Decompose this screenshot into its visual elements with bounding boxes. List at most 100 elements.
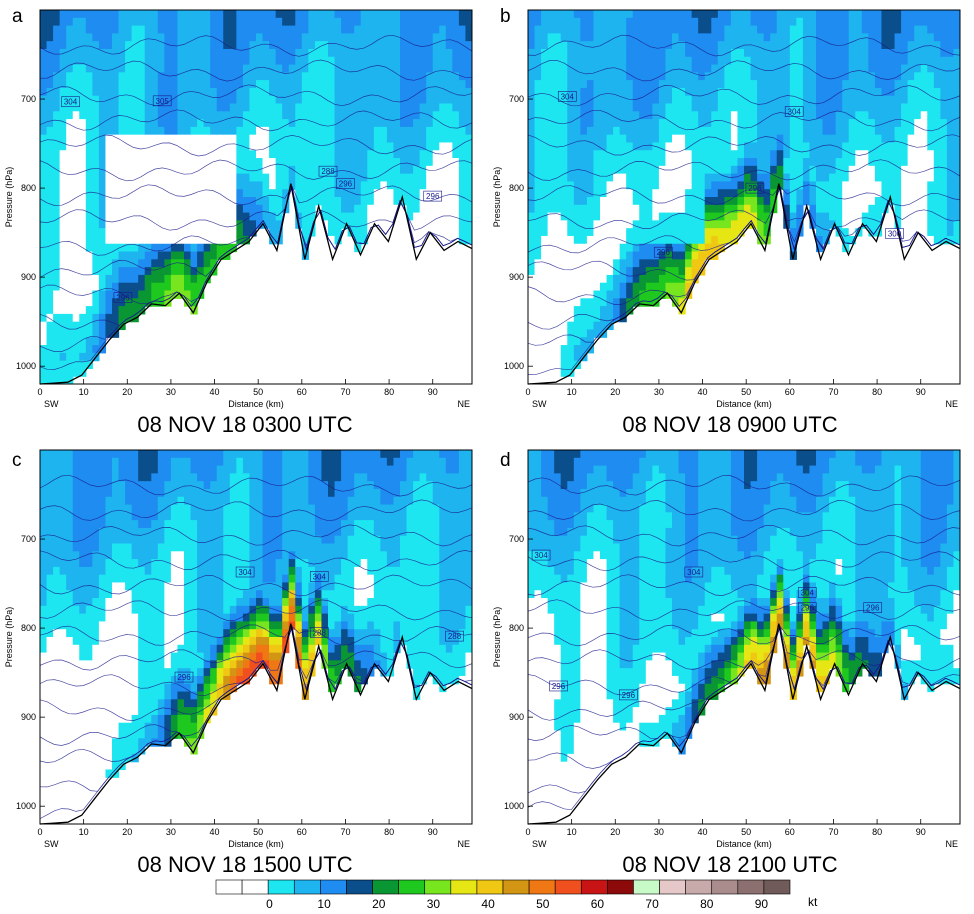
wind-speed-cell	[933, 173, 941, 183]
wind-speed-cell	[118, 189, 126, 198]
wind-speed-cell	[802, 165, 811, 175]
wind-speed-cell	[295, 87, 303, 97]
wind-speed-cell	[177, 267, 185, 276]
wind-speed-cell	[763, 150, 771, 159]
wind-speed-cell	[229, 10, 237, 19]
wind-speed-cell	[888, 80, 896, 89]
wind-speed-cell	[308, 173, 316, 183]
wind-speed-cell	[567, 360, 575, 370]
wind-speed-cell	[645, 95, 653, 105]
wind-speed-cell	[406, 72, 414, 81]
wind-speed-cell	[40, 566, 48, 576]
wind-speed-cell	[940, 87, 948, 97]
wind-speed-cell	[547, 321, 555, 331]
wind-speed-cell	[698, 103, 706, 112]
wind-speed-cell	[406, 197, 414, 206]
wind-speed-cell	[138, 80, 146, 89]
wind-speed-cell	[763, 134, 771, 144]
wind-speed-cell	[855, 189, 863, 198]
wind-speed-cell	[419, 80, 427, 89]
wind-speed-cell	[386, 103, 395, 112]
wind-speed-cell	[138, 204, 146, 214]
isentrope-label: 304	[788, 108, 802, 117]
wind-speed-cell	[53, 527, 61, 537]
wind-speed-cell	[724, 150, 732, 159]
wind-speed-cell	[59, 119, 67, 128]
wind-speed-cell	[216, 220, 224, 229]
wind-speed-cell	[711, 41, 719, 50]
wind-speed-cell	[920, 48, 928, 58]
wind-speed-cell	[275, 119, 283, 128]
wind-speed-cell	[868, 41, 876, 50]
wind-speed-cell	[301, 158, 309, 167]
wind-speed-cell	[580, 103, 588, 112]
wind-speed-cell	[658, 274, 667, 284]
panel-b-label: b	[500, 6, 511, 27]
wind-speed-cell	[190, 56, 198, 66]
wind-speed-cell	[927, 158, 935, 167]
wind-speed-cell	[170, 150, 179, 159]
wind-speed-cell	[567, 368, 575, 377]
wind-speed-cell	[308, 189, 316, 198]
wind-speed-cell	[816, 87, 824, 97]
wind-speed-cell	[72, 87, 80, 97]
wind-speed-cell	[953, 95, 960, 105]
wind-speed-cell	[170, 173, 179, 183]
wind-speed-cell	[757, 197, 765, 206]
wind-speed-cell	[347, 56, 355, 66]
wind-speed-cell	[157, 17, 165, 27]
wind-speed-cell	[216, 72, 224, 81]
wind-speed-cell	[288, 181, 296, 190]
wind-speed-cell	[953, 56, 960, 66]
wind-speed-cell	[586, 220, 595, 229]
wind-speed-cell	[164, 220, 172, 229]
wind-speed-cell	[380, 134, 388, 144]
wind-speed-cell	[711, 228, 719, 237]
wind-speed-cell	[203, 72, 211, 81]
wind-speed-cell	[920, 197, 928, 206]
wind-speed-cell	[170, 189, 179, 198]
wind-speed-cell	[652, 165, 660, 175]
wind-speed-cell	[816, 111, 824, 120]
wind-speed-cell	[301, 111, 309, 120]
wind-speed-cell	[465, 33, 472, 42]
wind-speed-cell	[419, 165, 427, 175]
wind-speed-cell	[848, 235, 856, 245]
wind-speed-cell	[763, 158, 771, 167]
wind-speed-cell	[295, 142, 303, 151]
wind-speed-cell	[868, 87, 876, 97]
wind-speed-cell	[98, 251, 107, 260]
wind-speed-cell	[59, 25, 67, 34]
wind-speed-cell	[560, 220, 568, 229]
wind-speed-cell	[946, 25, 955, 34]
wind-speed-cell	[170, 220, 179, 229]
wind-speed-cell	[256, 173, 264, 183]
wind-speed-cell	[946, 197, 955, 206]
wind-speed-cell	[373, 103, 381, 112]
wind-speed-cell	[547, 313, 555, 323]
wind-speed-cell	[334, 33, 342, 42]
wind-speed-cell	[541, 282, 549, 292]
wind-speed-cell	[665, 134, 673, 144]
wind-speed-cell	[144, 290, 152, 299]
wind-speed-cell	[334, 181, 342, 190]
wind-speed-cell	[953, 204, 960, 214]
isentrope-label-box	[113, 292, 133, 303]
wind-speed-cell	[940, 181, 948, 190]
wind-speed-cell	[72, 520, 80, 529]
wind-speed-cell	[717, 87, 725, 97]
wind-speed-cell	[105, 259, 113, 268]
wind-speed-cell	[613, 220, 621, 229]
wind-speed-cell	[184, 48, 192, 58]
wind-speed-cell	[367, 41, 375, 50]
wind-speed-cell	[46, 450, 54, 459]
wind-speed-cell	[901, 25, 909, 34]
wind-speed-cell	[698, 10, 706, 19]
wind-speed-cell	[717, 103, 725, 112]
wind-speed-cell	[98, 274, 107, 284]
wind-speed-cell	[600, 189, 608, 198]
wind-speed-cell	[724, 111, 732, 120]
wind-speed-cell	[79, 274, 87, 284]
wind-speed-cell	[40, 488, 48, 498]
wind-speed-cell	[197, 111, 205, 120]
